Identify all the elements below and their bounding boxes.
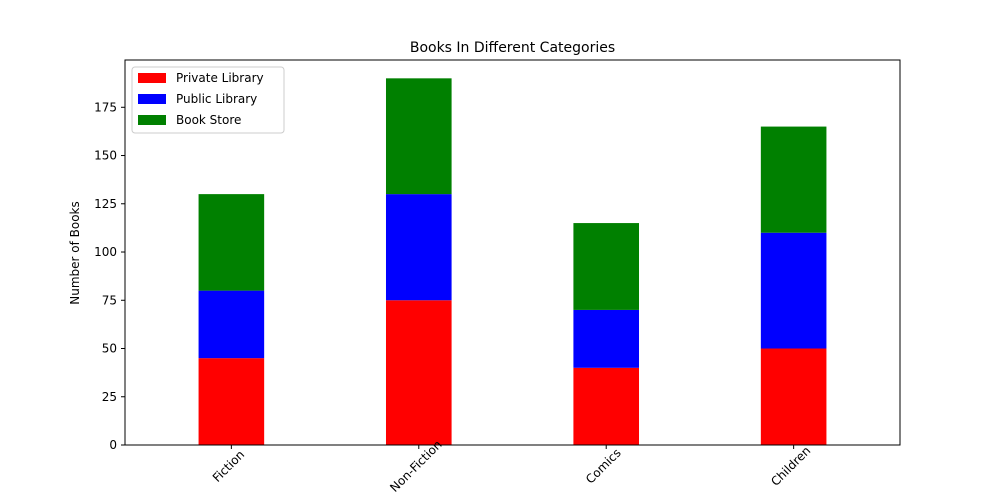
chart-title: Books In Different Categories — [410, 40, 615, 56]
bar-comics-series-2 — [573, 223, 640, 310]
bar-children-series-2 — [760, 126, 827, 233]
y-tick-label: 50 — [102, 342, 117, 356]
bar-non-fiction-series-0 — [385, 300, 452, 445]
y-tick-label: 0 — [109, 438, 117, 452]
legend-swatch — [138, 94, 166, 104]
bars-layer — [198, 78, 827, 445]
x-tick-label: Comics — [583, 446, 624, 487]
x-axis: Fiction Non-Fiction Comics Children — [210, 437, 814, 494]
bar-fiction-series-2 — [198, 194, 265, 291]
legend: Private Library Public Library Book Store — [131, 66, 285, 134]
y-tick-label: 175 — [94, 100, 117, 114]
y-tick-label: 75 — [102, 293, 117, 307]
bar-children-series-0 — [760, 348, 827, 445]
bar-fiction-series-1 — [198, 290, 265, 359]
y-tick-label: 100 — [94, 245, 117, 259]
y-tick-label: 25 — [102, 390, 117, 404]
legend-entry: Book Store — [176, 113, 241, 127]
bar-children-series-1 — [760, 232, 827, 349]
legend-swatch — [138, 73, 166, 83]
x-tick-label: Non-Fiction — [387, 437, 444, 494]
legend-box — [131, 66, 285, 134]
y-tick-label: 150 — [94, 149, 117, 163]
bar-comics-series-1 — [573, 309, 640, 368]
bar-fiction-series-0 — [198, 358, 265, 445]
y-tick-label: 125 — [94, 197, 117, 211]
bar-comics-series-0 — [573, 367, 640, 445]
x-tick-label: Children — [768, 444, 813, 489]
x-tick-label: Fiction — [210, 447, 247, 484]
legend-entry: Private Library — [176, 71, 264, 85]
bar-non-fiction-series-1 — [385, 194, 452, 301]
legend-entry: Public Library — [176, 92, 257, 106]
y-axis: 0 25 50 75 100 125 150 175 — [94, 100, 125, 452]
bar-non-fiction-series-2 — [385, 78, 452, 195]
legend-swatch — [138, 115, 166, 125]
y-axis-label: Number of Books — [68, 201, 82, 305]
